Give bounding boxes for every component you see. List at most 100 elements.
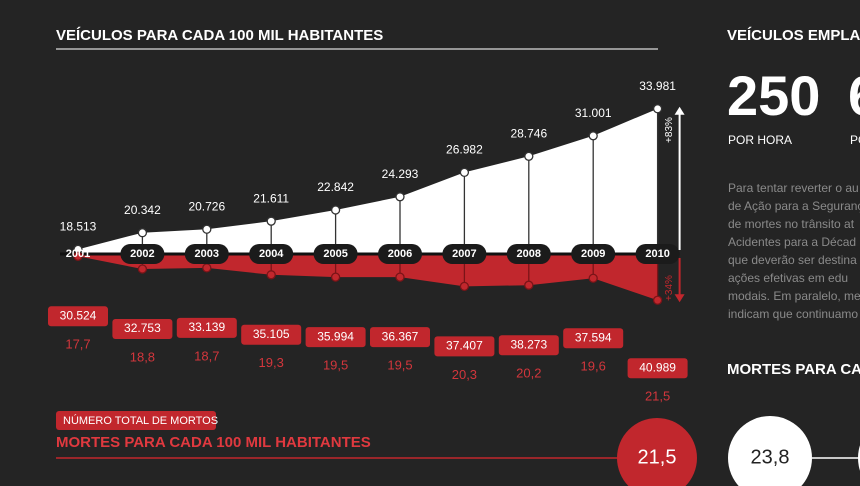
x-tick-label: 2009: [581, 248, 605, 260]
x-tick-label: 2007: [452, 248, 476, 260]
annotation: +83%: [664, 117, 675, 143]
death-box: [48, 306, 108, 327]
rate-label: 19,5: [387, 358, 412, 373]
paragraph-line: Acidentes para a Décad: [728, 235, 856, 249]
vehicle-label: 31.001: [575, 106, 612, 120]
rate-label: 21,5: [645, 389, 670, 404]
x-tick-label: 2001: [66, 248, 90, 260]
vehicle-label: 22.842: [317, 180, 354, 194]
x-tick-label: 2008: [517, 248, 541, 260]
x-tick-label: 2004: [259, 248, 284, 260]
year-pill: [313, 244, 358, 264]
death-label: 40.989: [639, 360, 676, 374]
vehicle-dot: [202, 224, 212, 234]
vehicle-dot: [137, 228, 148, 238]
vehicle-label: 20.342: [124, 203, 161, 217]
paragraph: Para tentar reverter o au de Ação para a …: [728, 181, 860, 321]
death-label: 33.139: [188, 320, 225, 334]
paragraph-line: ações efetivas em edu: [728, 271, 848, 285]
paragraph-line: modais. Em paralelo, me: [728, 289, 860, 303]
year-pill: [378, 244, 422, 264]
death-box: [176, 317, 237, 338]
paragraph-line: indicam que continuamo: [728, 307, 858, 321]
highlight-circle: [617, 418, 697, 486]
death-box: [112, 319, 173, 340]
paragraph-line: Para tentar reverter o au: [728, 181, 859, 195]
vehicle-dot: [395, 192, 405, 202]
rate-title: MORTES PARA CADA 100 MIL HABITANTES: [56, 434, 371, 451]
death-box: [241, 324, 302, 345]
rate-label: 18,8: [130, 349, 155, 364]
stat-label: POR HORA: [728, 133, 792, 147]
paragraph-line: que deverão ser destina: [728, 253, 857, 267]
vehicle-dot: [652, 104, 663, 114]
stat-value: 250: [727, 64, 820, 127]
rate-dot: [266, 270, 276, 280]
rate-dot: [73, 251, 83, 261]
x-tick-label: 2002: [130, 248, 154, 260]
vehicle-label: 28.746: [510, 126, 547, 140]
x-tick-label: 2006: [388, 248, 412, 260]
rate-dot: [459, 281, 470, 292]
rate-label: 20,2: [516, 366, 541, 381]
death-label: 30.524: [60, 308, 97, 322]
vehicle-dot: [524, 151, 534, 161]
year-pill: [442, 244, 487, 264]
death-label: 37.594: [575, 330, 612, 344]
x-tick-label: 2003: [195, 248, 219, 260]
x-tick-label: 2005: [323, 248, 347, 260]
rate-dot: [524, 280, 534, 290]
rate-dot: [395, 272, 405, 282]
section-title: MORTES PARA CA: [727, 361, 860, 378]
year-pill: [571, 244, 616, 264]
vehicle-label: 26.982: [446, 143, 483, 157]
chart-title: VEÍCULOS PARA CADA 100 MIL HABITANTES: [56, 27, 383, 44]
death-box: [627, 358, 688, 379]
rate-dot: [137, 264, 148, 274]
vehicle-label: 21.611: [253, 191, 289, 205]
rate-label: 19,6: [581, 359, 606, 374]
rate-label: 19,5: [323, 358, 348, 373]
vehicle-dot: [266, 216, 276, 226]
x-tick-label: 2010: [645, 248, 669, 260]
death-label: 32.753: [124, 321, 161, 335]
rate-dot: [202, 263, 212, 273]
legend-pill: [56, 411, 216, 430]
death-label: 38.273: [510, 337, 547, 351]
death-box: [370, 327, 430, 348]
rate-label: 18,7: [194, 348, 219, 363]
death-box: [563, 328, 624, 349]
death-label: 35.994: [317, 329, 354, 343]
vehicle-label: 20.726: [188, 199, 225, 213]
year-pill: [635, 244, 680, 264]
circle-value: 23,8: [751, 446, 790, 468]
vehicle-dot: [588, 131, 598, 141]
year-pill: [120, 244, 165, 264]
year-pill: [249, 244, 294, 264]
annotation: +34%: [664, 275, 675, 301]
paragraph-line: de Ação para a Seguranç: [728, 199, 860, 213]
vehicle-label: 24.293: [382, 167, 419, 181]
rate-dot: [652, 295, 663, 305]
arrow-head: [674, 294, 685, 303]
arrow-head: [674, 106, 685, 115]
death-rate-area: [78, 254, 658, 301]
death-label: 35.105: [253, 327, 290, 341]
death-box: [498, 335, 559, 356]
vehicle-label: 33.981: [639, 79, 676, 93]
rate-label: 19,3: [259, 355, 284, 370]
stat-circle: [728, 416, 812, 486]
sidebar-title: VEÍCULOS EMPLA: [727, 27, 860, 44]
paragraph-line: de mortes no trânsito at: [728, 217, 855, 231]
vehicle-dot: [459, 167, 470, 177]
rate-label: 17,7: [65, 337, 90, 352]
vehicle-label: 18.513: [60, 220, 97, 234]
death-box: [434, 336, 495, 357]
stat-value: 6: [848, 64, 860, 127]
rate-label: 20,3: [452, 367, 477, 382]
death-label: 37.407: [446, 339, 483, 353]
rate-dot: [588, 273, 598, 283]
legend-label: NÚMERO TOTAL DE MORTOS: [63, 414, 218, 427]
vehicle-area: [78, 108, 658, 254]
